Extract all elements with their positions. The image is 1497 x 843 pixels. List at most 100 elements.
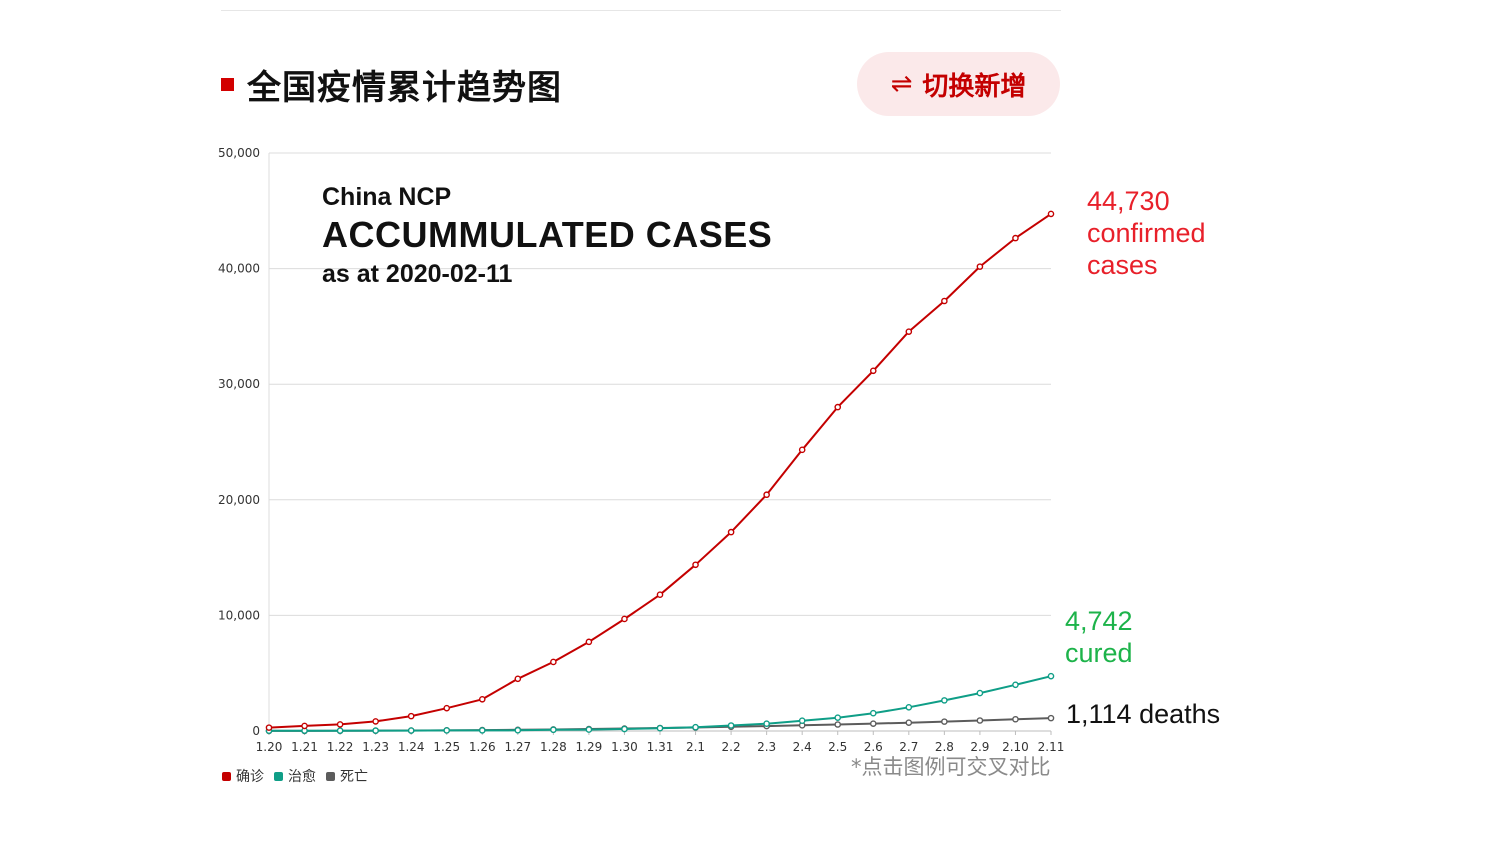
x-tick-label: 1.22: [327, 740, 354, 754]
deaths-callout: 1,114 deaths: [1066, 698, 1220, 730]
cured-callout: 4,742 cured: [1065, 605, 1133, 669]
title-marker: [221, 77, 234, 91]
data-point: [869, 709, 877, 717]
x-tick-label: 2.7: [899, 740, 918, 754]
cured-label: cured: [1065, 638, 1133, 668]
data-point: [1047, 672, 1055, 680]
data-point: [1012, 715, 1019, 723]
data-point: [621, 615, 628, 623]
confirmed-label-1: confirmed: [1087, 218, 1206, 248]
data-point: [834, 714, 842, 721]
confirmed-value: 44,730: [1087, 186, 1170, 216]
x-tick-label: 1.29: [576, 740, 603, 754]
data-point: [941, 297, 948, 305]
data-point: [727, 722, 735, 729]
x-tick-label: 2.10: [1002, 740, 1029, 754]
x-tick-label: 1.31: [647, 740, 674, 754]
legend-swatch-deaths: [326, 771, 335, 781]
data-point: [1047, 210, 1055, 218]
data-point: [834, 403, 842, 411]
data-point: [941, 718, 948, 725]
title-row: 全国疫情累计趋势图: [221, 58, 562, 110]
page-title: 全国疫情累计趋势图: [247, 67, 562, 108]
data-point: [798, 446, 806, 454]
cross-compare-note: *点击图例可交叉对比: [851, 755, 1051, 779]
data-point: [656, 724, 664, 732]
toggle-new-cases-button[interactable]: ⇌ 切换新增: [857, 52, 1060, 116]
data-point: [550, 658, 557, 666]
data-point: [372, 718, 379, 725]
data-point: [656, 591, 664, 598]
series-line: [268, 213, 1052, 729]
data-point: [941, 697, 948, 704]
data-point: [550, 726, 557, 734]
x-tick-label: 2.3: [757, 740, 776, 754]
chart-series: [265, 210, 1055, 735]
data-point: [976, 689, 984, 697]
series-1: [265, 672, 1055, 735]
x-tick-label: 2.2: [722, 740, 741, 754]
x-tick-label: 1.26: [469, 740, 496, 754]
data-point: [976, 263, 984, 270]
deaths-value: 1,114 deaths: [1066, 699, 1221, 729]
data-point: [443, 727, 451, 734]
data-point: [905, 328, 913, 335]
chart-overlay-text: China NCP ACCUMMULATED CASES as at 2020-…: [322, 183, 772, 289]
data-point: [727, 528, 735, 536]
x-tick-label: 1.20: [256, 740, 283, 754]
y-tick-label: 40,000: [218, 262, 260, 276]
data-point: [869, 367, 877, 375]
data-point: [763, 720, 770, 727]
data-point: [834, 721, 842, 728]
x-tick-label: 2.9: [970, 740, 989, 754]
data-point: [905, 704, 913, 711]
toggle-button-label: 切换新增: [922, 71, 1027, 102]
x-tick-label: 2.4: [793, 740, 812, 754]
x-axis-ticks: 1.20 1.21 1.22 1.23 1.24 1.25 1.26 1.27 1.28 1.29…: [256, 731, 1064, 754]
x-tick-label: 1.30: [611, 740, 638, 754]
legend-label-cured: 治愈: [288, 769, 316, 785]
data-point: [585, 638, 593, 646]
legend-label-deaths: 死亡: [340, 769, 368, 785]
legend-item-cured[interactable]: 治愈: [274, 766, 316, 786]
data-point: [692, 561, 699, 569]
data-point: [621, 725, 628, 733]
data-point: [1047, 714, 1055, 722]
overlay-line1: China NCP: [322, 183, 452, 211]
confirmed-label-2: cases: [1087, 250, 1158, 280]
data-point: [585, 726, 593, 733]
data-point: [1012, 234, 1019, 242]
legend-item-confirmed[interactable]: 确诊: [222, 766, 264, 786]
data-point: [407, 727, 415, 734]
data-point: [478, 695, 486, 703]
data-point: [514, 727, 522, 734]
data-point: [443, 704, 451, 712]
data-point: [1012, 681, 1019, 689]
series-0: [265, 210, 1055, 731]
x-tick-label: 1.24: [398, 740, 425, 754]
x-tick-label: 1.27: [504, 740, 531, 754]
y-tick-label: 20,000: [218, 493, 260, 507]
legend-swatch-cured: [274, 771, 283, 781]
top-divider: [221, 10, 1061, 11]
data-point: [798, 717, 806, 724]
legend-item-deaths[interactable]: 死亡: [326, 766, 368, 786]
y-tick-label: 50,000: [218, 146, 260, 160]
y-tick-label: 30,000: [218, 377, 260, 391]
data-point: [372, 727, 379, 734]
x-tick-label: 2.8: [935, 740, 954, 754]
data-point: [905, 719, 913, 726]
data-point: [976, 717, 984, 724]
overlay-line3: as at 2020-02-11: [322, 260, 513, 288]
y-axis-ticks: 0 10,000 20,000 30,000 40,000 50,000: [218, 146, 260, 738]
x-tick-label: 2.5: [828, 740, 847, 754]
overlay-line2: ACCUMMULATED CASES: [322, 214, 773, 255]
chart-legend: 确诊 治愈 死亡: [222, 766, 378, 786]
data-point: [763, 491, 770, 499]
data-point: [336, 727, 344, 734]
swap-arrows-icon: ⇌: [890, 69, 913, 99]
data-point: [336, 721, 344, 728]
legend-label-confirmed: 确诊: [236, 769, 264, 785]
y-tick-label: 0: [252, 724, 260, 738]
